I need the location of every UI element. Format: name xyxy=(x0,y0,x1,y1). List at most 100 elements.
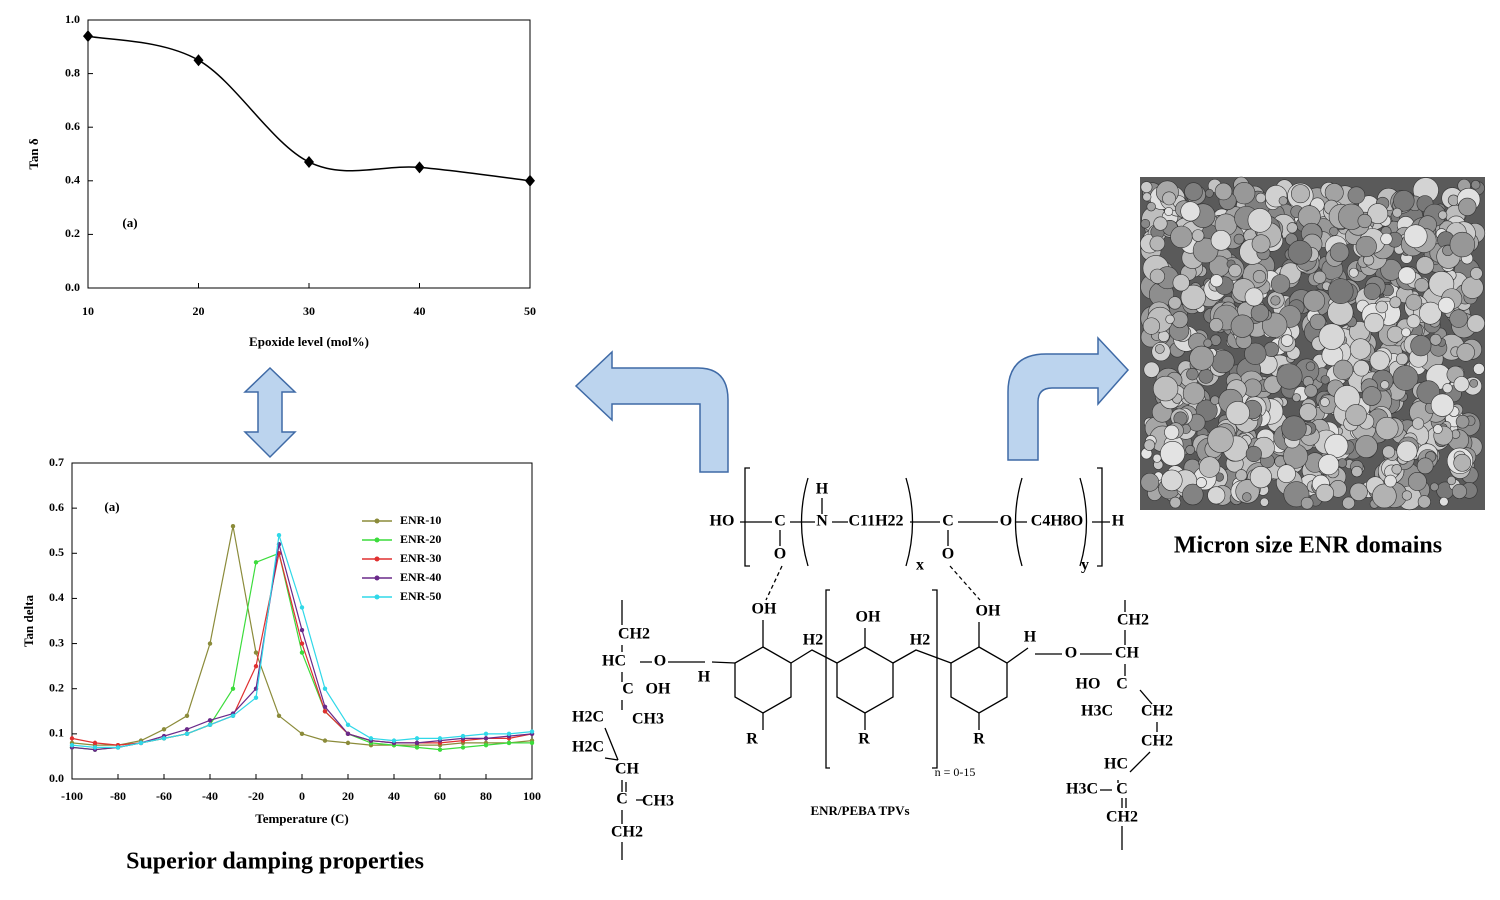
data-point xyxy=(345,722,351,728)
y-axis-label: Tan δ xyxy=(26,138,41,169)
sem-particle xyxy=(1204,188,1214,198)
data-point xyxy=(437,736,443,741)
sem-particle xyxy=(1286,222,1298,234)
atom-label: OH xyxy=(646,681,671,698)
sem-particle xyxy=(1396,352,1409,366)
series-line xyxy=(71,553,533,746)
atom-label: CH2 xyxy=(611,824,643,841)
sem-particle xyxy=(1209,318,1224,333)
x-axis-label: Epoxide level (mol%) xyxy=(249,334,369,349)
sem-particle xyxy=(1329,242,1350,262)
sem-particle xyxy=(1351,465,1363,478)
data-point xyxy=(299,627,305,633)
x-tick-label: 40 xyxy=(388,789,400,803)
data-point xyxy=(322,738,328,743)
sem-particle xyxy=(1169,496,1182,509)
atom-label: CH2 xyxy=(1106,809,1138,826)
sem-particle xyxy=(1270,295,1281,306)
data-point xyxy=(161,736,167,741)
y-tick-label: 0.4 xyxy=(49,590,64,604)
y-tick-label: 0.2 xyxy=(49,680,64,694)
sem-particle xyxy=(1149,268,1166,284)
sem-particle xyxy=(1291,184,1310,204)
x-tick-label: 60 xyxy=(434,789,446,803)
legend-label: ENR-30 xyxy=(400,551,441,565)
sem-particle xyxy=(1244,342,1267,365)
sem-particle xyxy=(1415,256,1435,275)
sem-particle xyxy=(1140,472,1160,492)
sem-particle xyxy=(1401,490,1413,501)
sem-particle xyxy=(1430,393,1455,417)
sem-particle xyxy=(1225,400,1250,426)
atom-label: H3C xyxy=(1081,703,1113,720)
sem-particle xyxy=(1143,361,1160,378)
sem-particle xyxy=(1361,386,1382,406)
data-point xyxy=(115,745,121,750)
sem-particle xyxy=(1305,361,1316,372)
atom-label: H xyxy=(698,669,711,686)
sem-particle xyxy=(1342,496,1355,510)
data-point xyxy=(529,740,535,746)
sem-particle xyxy=(1349,482,1368,501)
sem-particle xyxy=(1276,363,1303,390)
sem-particle xyxy=(1309,313,1326,330)
sem-particle xyxy=(1182,382,1206,405)
atom-label: CH2 xyxy=(1117,612,1149,629)
sem-particle xyxy=(1210,230,1232,251)
data-point xyxy=(529,729,535,734)
sem-particle xyxy=(1470,267,1483,280)
x-tick-label: 50 xyxy=(524,304,536,318)
sem-particle xyxy=(1453,376,1470,393)
sem-particle xyxy=(1303,289,1326,312)
atom-label: H xyxy=(816,481,829,498)
data-point xyxy=(253,650,259,655)
sem-particle xyxy=(1182,483,1204,506)
sem-particle xyxy=(1203,338,1213,348)
sem-particle xyxy=(1313,270,1327,284)
sem-particle xyxy=(1446,475,1456,486)
x-tick-label: 40 xyxy=(414,304,426,318)
sem-particle xyxy=(1210,395,1220,405)
y-axis-label: Tan delta xyxy=(21,595,36,647)
double-arrow xyxy=(243,366,297,459)
data-point xyxy=(207,718,213,723)
data-point xyxy=(460,733,466,739)
x-tick-label: 100 xyxy=(523,789,541,803)
data-point xyxy=(460,745,466,750)
sem-particle xyxy=(1433,424,1443,434)
data-point xyxy=(322,704,328,709)
sem-particle xyxy=(1140,181,1153,194)
sem-particle xyxy=(1439,496,1449,507)
data-point xyxy=(184,731,190,737)
sem-particle xyxy=(1300,496,1314,510)
atom-label: H2 xyxy=(803,632,823,649)
sem-particle xyxy=(1392,207,1403,218)
atom-label: C11H22 xyxy=(848,513,903,530)
sem-particle xyxy=(1396,440,1418,462)
atom-label: HC xyxy=(602,653,626,670)
structure-bonds xyxy=(604,467,1158,860)
sem-particle xyxy=(1333,359,1354,380)
data-point xyxy=(253,560,259,565)
y-tick-label: 0.4 xyxy=(65,173,80,187)
sem-particle xyxy=(1304,384,1318,398)
y-tick-label: 0.3 xyxy=(49,635,64,649)
data-point xyxy=(322,709,328,714)
sem-particle xyxy=(1466,314,1486,333)
sem-particle xyxy=(1429,333,1442,346)
data-point xyxy=(483,736,489,741)
x-tick-label: 20 xyxy=(342,789,354,803)
sem-particle xyxy=(1154,344,1165,354)
y-tick-label: 0.1 xyxy=(49,726,64,740)
sem-particle xyxy=(1320,375,1330,385)
sem-particle xyxy=(1353,359,1370,377)
atom-label: CH xyxy=(1115,645,1140,662)
data-point xyxy=(391,738,397,743)
atom-label: R xyxy=(746,731,758,748)
y-tick-label: 0.6 xyxy=(65,119,80,133)
sem-particle xyxy=(1329,226,1339,236)
y-tick-label: 0.2 xyxy=(65,226,80,240)
sem-particle xyxy=(1364,312,1385,333)
atom-label: CH3 xyxy=(642,793,674,810)
sem-particle xyxy=(1449,309,1468,328)
